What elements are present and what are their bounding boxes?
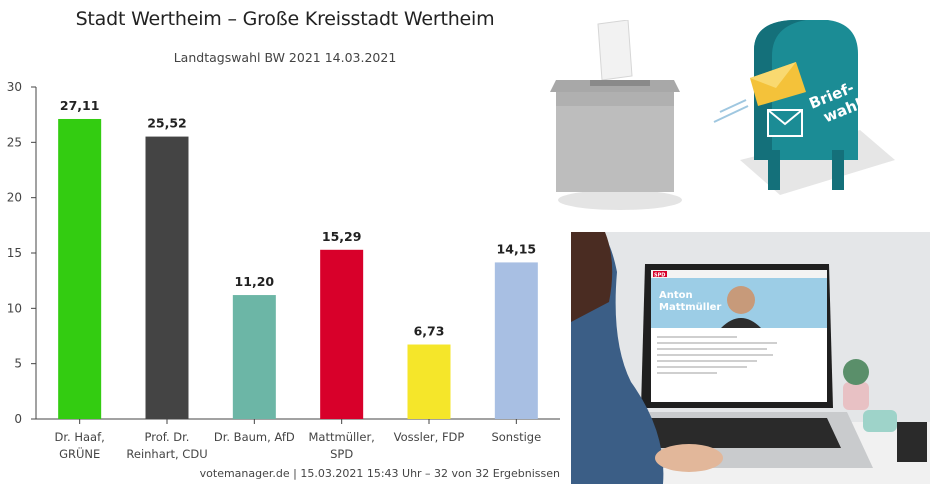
laptop-name-1: Anton xyxy=(659,290,693,301)
laptop-photo: SPD Anton Mattmüller xyxy=(571,232,930,484)
ballot-box-illustration xyxy=(550,20,682,210)
bar-chart: 0 5 10 15 20 25 30 27,11 Dr. Haaf,GRÜNE 25,52 Prof… xyxy=(7,80,560,461)
mailbox-illustration: Brief- wahl xyxy=(713,20,895,195)
x-tick-label: Dr. Baum, AfD xyxy=(214,430,295,444)
bar-value-label: 25,52 xyxy=(147,116,187,131)
chart-subtitle: Landtagswahl BW 2021 14.03.2021 xyxy=(173,50,397,65)
y-tick-label: 0 xyxy=(14,412,22,426)
x-tick-label: Vossler, FDP xyxy=(394,430,465,444)
y-tick-label: 25 xyxy=(7,135,22,149)
x-tick-label: SPD xyxy=(330,447,353,461)
bar-value-label: 15,29 xyxy=(322,229,362,244)
chart-title: Stadt Wertheim – Große Kreisstadt Werthe… xyxy=(75,8,495,30)
chart-panel: Stadt Wertheim – Große Kreisstadt Werthe… xyxy=(6,8,560,480)
bar xyxy=(407,344,451,419)
x-tick-label: Mattmüller, xyxy=(309,430,375,444)
y-tick-label: 15 xyxy=(7,246,22,260)
bar-value-label: 14,15 xyxy=(497,241,537,256)
bar-value-label: 6,73 xyxy=(414,324,445,339)
bar xyxy=(232,295,276,419)
x-tick-label: Prof. Dr. xyxy=(145,430,190,444)
laptop-brand: SPD xyxy=(654,273,665,279)
y-tick-label: 20 xyxy=(7,191,22,205)
bar xyxy=(58,118,102,419)
x-tick-label: Sonstige xyxy=(491,430,541,444)
source-credit: votemanager.de | 15.03.2021 15:43 Uhr – … xyxy=(199,467,560,480)
y-tick-label: 5 xyxy=(14,357,22,371)
y-tick-label: 30 xyxy=(7,80,22,94)
y-tick-label: 10 xyxy=(7,301,22,315)
bar-value-label: 27,11 xyxy=(60,98,100,113)
bar xyxy=(320,249,364,419)
x-tick-label: Reinhart, CDU xyxy=(126,447,207,461)
laptop-name-2: Mattmüller xyxy=(659,302,721,313)
bar xyxy=(145,136,189,419)
bar xyxy=(494,262,538,419)
bar-value-label: 11,20 xyxy=(235,274,275,289)
x-tick-label: Dr. Haaf, xyxy=(55,430,105,444)
laptop-photo-drawing: SPD Anton Mattmüller xyxy=(571,232,930,484)
x-tick-label: GRÜNE xyxy=(59,445,100,461)
